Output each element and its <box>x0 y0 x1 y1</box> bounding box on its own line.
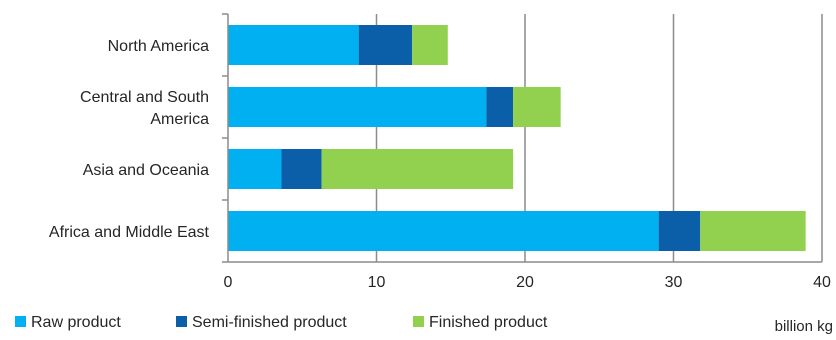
x-tick-label-10: 10 <box>368 274 386 291</box>
category-label-line: North America <box>108 38 209 55</box>
legend-label-2: Semi-finished product <box>192 314 347 331</box>
category-labels: North America Central and South America Asi… <box>49 38 210 241</box>
x-tick-labels: 0 10 20 30 40 <box>224 274 831 291</box>
legend-label-1: Raw product <box>31 314 121 331</box>
category-label-3: Asia and Oceania <box>83 162 209 179</box>
x-tick-label-30: 30 <box>665 274 683 291</box>
bar-4-series-2 <box>658 211 701 251</box>
bar-2-series-2 <box>486 87 514 127</box>
legend-swatch-1 <box>15 316 26 327</box>
bars <box>228 25 806 251</box>
category-label-1: North America <box>108 38 209 55</box>
bar-2-series-1 <box>228 87 487 127</box>
x-tick-label-0: 0 <box>224 274 233 291</box>
legend-label-3: Finished product <box>429 314 548 331</box>
bar-3-series-3 <box>321 149 514 189</box>
legend-swatch-3 <box>413 316 424 327</box>
unit-label: billion kg <box>775 318 833 335</box>
category-label-line: Africa and Middle East <box>49 224 210 241</box>
bar-4-series-3 <box>700 211 806 251</box>
x-tick-label-40: 40 <box>813 274 831 291</box>
bar-3-series-2 <box>281 149 322 189</box>
bar-1-series-3 <box>412 25 448 65</box>
bar-1-series-1 <box>228 25 359 65</box>
legend: Raw product Semi-finished product Finished… <box>15 314 548 331</box>
category-label-2: Central and South America <box>80 89 209 128</box>
axis <box>222 13 822 263</box>
bar-2-series-3 <box>513 87 561 127</box>
category-label-4: Africa and Middle East <box>49 224 210 241</box>
bar-4-series-1 <box>228 211 659 251</box>
legend-swatch-2 <box>176 316 187 327</box>
bar-1-series-2 <box>358 25 413 65</box>
category-label-line: Central and South <box>80 89 209 106</box>
bar-3-series-1 <box>228 149 282 189</box>
x-tick-label-20: 20 <box>516 274 534 291</box>
category-label-line: America <box>150 111 209 128</box>
category-label-line: Asia and Oceania <box>83 162 209 179</box>
